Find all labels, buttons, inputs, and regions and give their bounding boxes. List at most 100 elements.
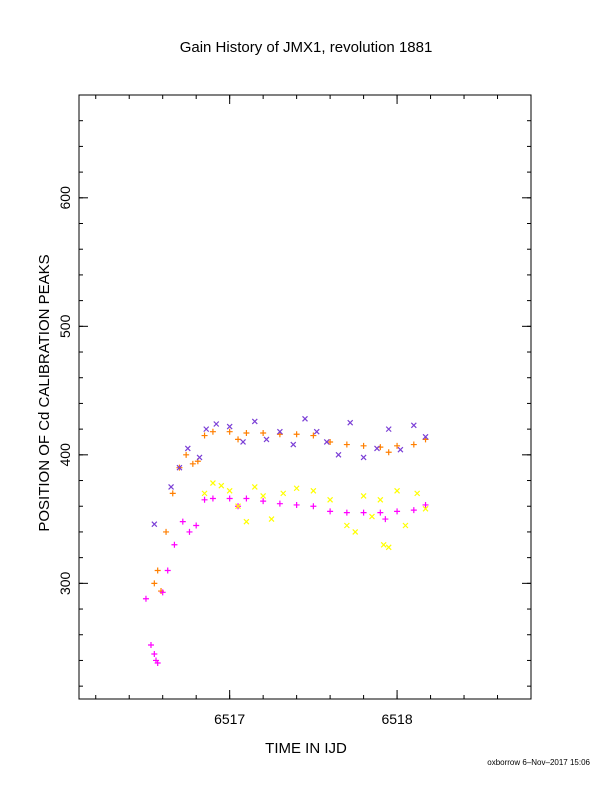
data-point [394,442,401,449]
data-point [226,423,233,430]
data-point [385,449,392,456]
data-point [251,418,258,425]
data-point [327,508,334,515]
series-4 [201,480,429,551]
data-point [169,490,176,497]
data-point [343,522,350,529]
data-point [154,660,161,667]
data-point [327,438,334,445]
data-point [243,518,250,525]
y-tick-label: 400 [57,443,73,467]
data-point [323,439,330,445]
data-point [251,484,258,490]
data-point [293,431,300,438]
chart-title: Gain History of JMX1, revolution 1881 [180,39,433,56]
data-point [302,415,308,422]
y-tick-label: 300 [57,571,73,595]
y-tick-label: 600 [57,186,73,210]
data-point [352,529,359,535]
data-point [280,490,287,497]
data-point [226,495,233,502]
data-point [203,426,210,433]
footer-credit: oxborrow 6–Nov–2017 15:06 [487,758,590,767]
series-3 [142,495,429,667]
data-point [293,485,300,492]
data-point [243,429,250,436]
data-point [184,445,191,452]
data-point [260,498,267,505]
data-point [347,419,354,426]
data-point [159,589,166,596]
data-point [193,522,200,529]
data-point [422,433,429,440]
data-point [414,490,421,497]
data-point [343,441,350,448]
x-tick-labels: 6517 6518 [214,711,413,727]
data-point [235,503,241,510]
data-point [164,567,171,574]
data-point [201,490,208,497]
y-axis-label: POSITION OF Cd CALIBRATION PEAKS [36,254,53,531]
data-point [183,451,190,458]
data-point [189,460,196,467]
series-layer [142,415,429,667]
data-point [360,493,367,499]
data-point [151,580,158,587]
data-point [310,503,317,510]
data-point [147,642,154,649]
data-point [394,508,401,515]
data-point [209,495,216,502]
data-point [335,451,342,458]
data-point [201,496,208,503]
data-point [168,484,174,490]
data-point [290,441,297,448]
data-point [213,421,220,427]
data-point [327,496,334,503]
data-point [263,436,270,443]
data-point [360,454,367,461]
data-point [226,487,233,494]
data-point [410,422,417,429]
data-point [385,544,392,551]
data-point [380,541,387,548]
data-point [210,480,216,487]
data-point [397,446,404,453]
data-point [268,516,275,523]
data-point [385,426,392,433]
data-point [186,528,193,535]
y-tick-labels: 300 400 500 600 [57,186,73,595]
data-point [313,428,320,435]
data-point [343,509,350,516]
data-point [394,487,400,494]
plot-frame [78,94,532,700]
data-point [276,428,283,435]
x-axis-label: TIME IN IJD [265,740,347,757]
data-point [163,528,170,535]
data-point [142,595,149,602]
data-point [422,505,429,512]
x-tick-label: 6517 [214,711,245,727]
data-point [377,496,384,503]
data-point [151,651,158,658]
data-point [310,432,317,439]
data-point [382,516,389,523]
data-point [310,487,317,494]
major-ticks [79,95,531,699]
y-tick-label: 500 [57,314,73,338]
data-point [179,518,186,525]
data-point [293,501,300,508]
data-point [410,441,417,448]
data-point [209,428,216,435]
data-point [260,493,267,499]
data-point [171,541,178,548]
data-point [240,439,246,445]
data-point [402,522,409,529]
data-point [369,513,375,520]
data-point [360,509,367,516]
data-point [154,567,161,574]
data-point [151,521,158,528]
data-point [360,442,367,449]
data-point [196,454,203,461]
data-point [243,495,250,502]
